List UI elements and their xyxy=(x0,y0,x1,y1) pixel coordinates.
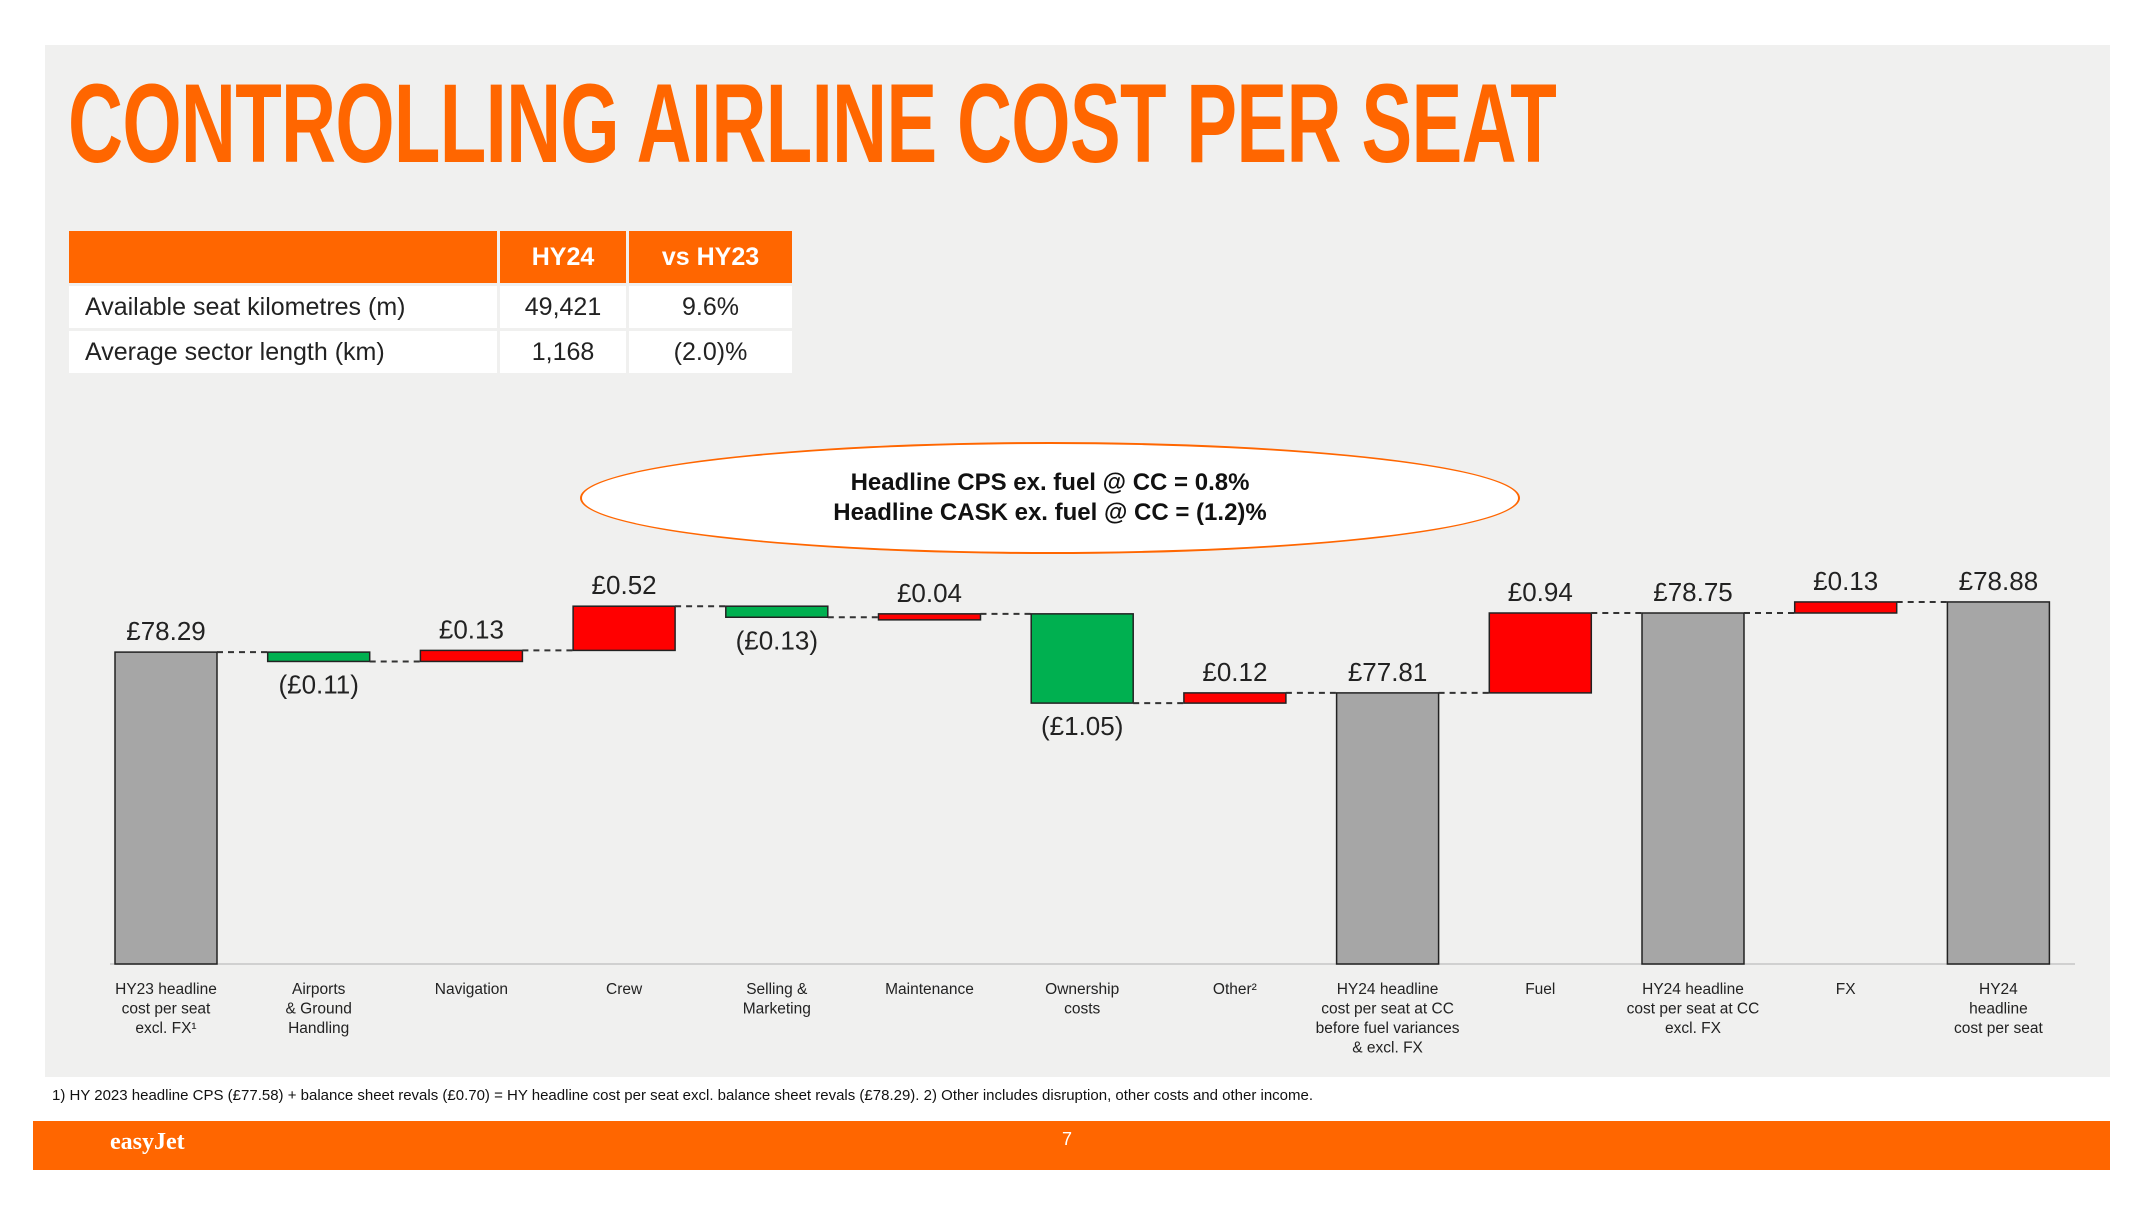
data-label: £0.94 xyxy=(1508,577,1573,607)
category-label: excl. FX xyxy=(1665,1020,1722,1037)
bar-delta xyxy=(268,652,370,661)
data-label: £0.04 xyxy=(897,578,962,608)
category-label: & Ground xyxy=(286,1001,352,1018)
bar-total xyxy=(1337,693,1439,964)
category-label: Airports xyxy=(292,981,346,998)
data-label: £0.52 xyxy=(592,570,657,600)
data-label: £0.13 xyxy=(1813,566,1878,596)
bar-total xyxy=(115,652,217,964)
data-label: £77.81 xyxy=(1348,657,1428,687)
data-label: (£1.05) xyxy=(1041,711,1123,741)
category-label: Crew xyxy=(606,981,643,998)
category-label: Maintenance xyxy=(885,981,974,998)
data-label: £78.29 xyxy=(126,616,206,646)
category-label: Marketing xyxy=(743,1001,811,1018)
bar-total xyxy=(1947,602,2049,964)
bar-delta xyxy=(1031,614,1133,703)
category-label: Other² xyxy=(1213,981,1257,998)
bar-delta xyxy=(420,650,522,661)
bar-delta xyxy=(879,614,981,620)
waterfall-chart: £78.29 HY23 headline cost per seat excl. FX… xyxy=(0,0,2143,1080)
data-label: £0.12 xyxy=(1202,657,1267,687)
category-label: Selling & xyxy=(746,981,808,998)
data-label: (£0.11) xyxy=(278,669,358,699)
category-label: & excl. FX xyxy=(1352,1040,1423,1057)
category-label: HY24 headline xyxy=(1642,981,1744,998)
data-label: (£0.13) xyxy=(736,625,818,655)
bar-delta xyxy=(573,606,675,650)
footnote: 1) HY 2023 headline CPS (£77.58) + balan… xyxy=(52,1087,1313,1104)
category-label: cost per seat at CC xyxy=(1321,1001,1454,1018)
category-label: before fuel variances xyxy=(1316,1020,1460,1037)
easyjet-logo: easyJet xyxy=(110,1129,185,1156)
data-label: £78.88 xyxy=(1959,566,2039,596)
bar-delta xyxy=(1184,693,1286,703)
page-number: 7 xyxy=(1062,1129,1072,1150)
category-label: cost per seat xyxy=(122,1001,211,1018)
bar-total xyxy=(1642,613,1744,964)
category-label: excl. FX¹ xyxy=(135,1020,196,1037)
category-label: Ownership xyxy=(1045,981,1119,998)
category-label: HY24 headline xyxy=(1337,981,1439,998)
category-label: headline xyxy=(1969,1001,2028,1018)
bar-delta xyxy=(1489,613,1591,693)
bar-delta xyxy=(1795,602,1897,613)
category-label: HY24 xyxy=(1979,981,2018,998)
category-label: Navigation xyxy=(435,981,508,998)
category-label: Fuel xyxy=(1525,981,1555,998)
data-label: £0.13 xyxy=(439,614,504,644)
bar-delta xyxy=(726,606,828,617)
category-label: cost per seat xyxy=(1954,1020,2043,1037)
category-label: Handling xyxy=(288,1020,349,1037)
category-label: HY23 headline xyxy=(115,981,217,998)
data-label: £78.75 xyxy=(1653,577,1733,607)
category-label: costs xyxy=(1064,1001,1100,1018)
category-label: cost per seat at CC xyxy=(1627,1001,1760,1018)
category-label: FX xyxy=(1836,981,1856,998)
